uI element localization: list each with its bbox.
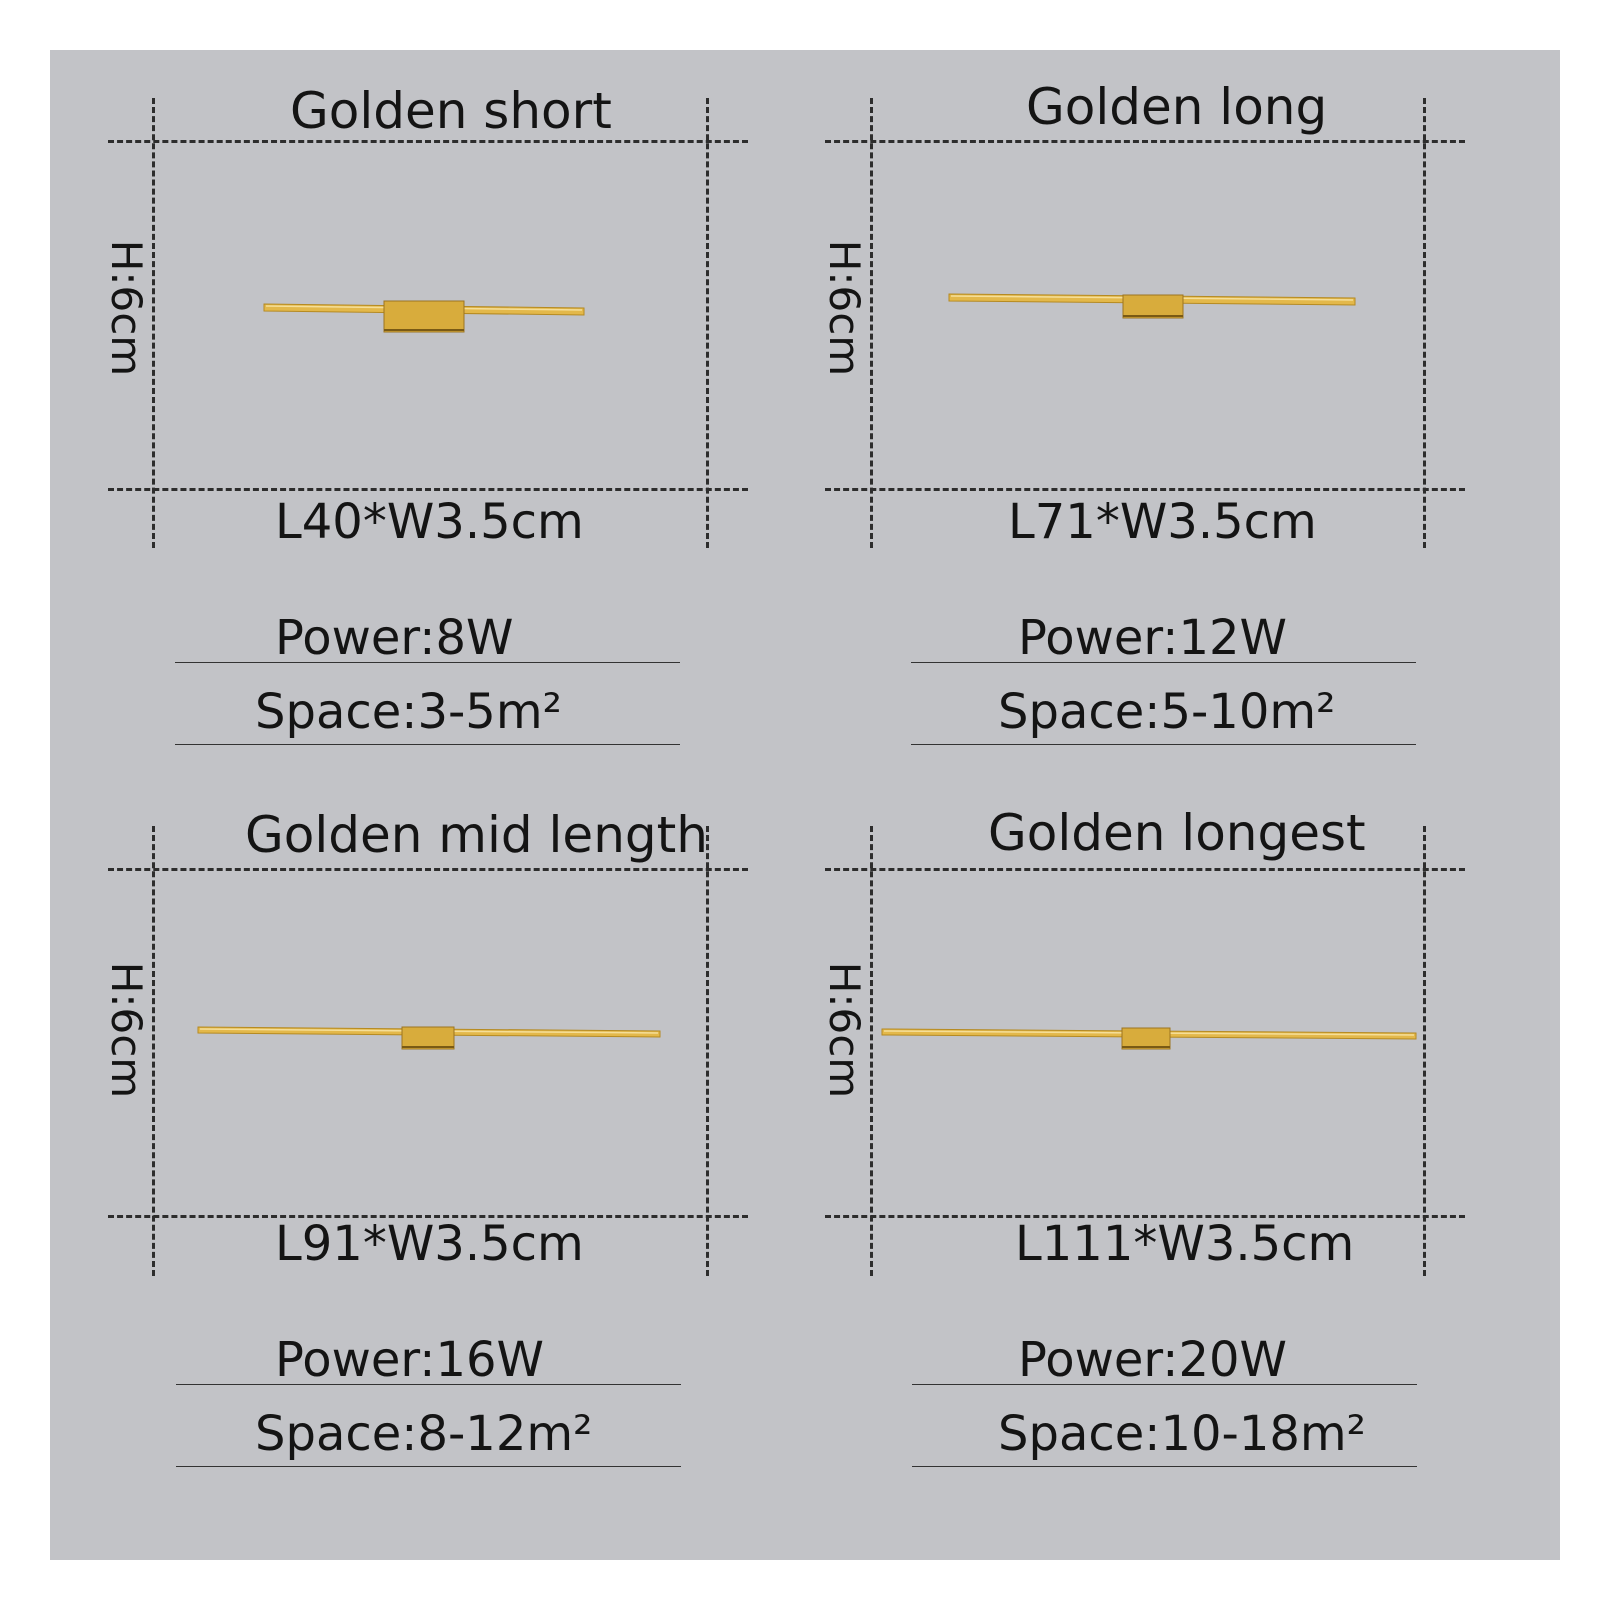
divider bbox=[912, 1384, 1417, 1385]
dimension-line-right bbox=[706, 98, 709, 548]
golden-wall-lamp-icon bbox=[263, 300, 585, 333]
spec-sheet-panel: Golden short H:6cm L40*W3.5cm Power:8W S… bbox=[50, 50, 1560, 1560]
golden-wall-lamp-icon bbox=[197, 1026, 661, 1050]
dimension-line-top bbox=[825, 140, 1465, 143]
space-label: Space:3-5m² bbox=[255, 684, 562, 740]
dimension-line-left bbox=[152, 98, 155, 548]
dimension-line-bottom bbox=[108, 1215, 748, 1218]
dimension-line-right bbox=[1423, 826, 1426, 1276]
divider bbox=[911, 744, 1416, 745]
dimensions-label: L111*W3.5cm bbox=[1015, 1216, 1355, 1272]
product-title: Golden mid length bbox=[245, 806, 708, 864]
dimension-line-left bbox=[152, 826, 155, 1276]
divider bbox=[176, 1384, 681, 1385]
dimensions-label: L40*W3.5cm bbox=[275, 494, 584, 550]
divider bbox=[912, 1466, 1417, 1467]
dimension-line-bottom bbox=[825, 1215, 1465, 1218]
dimension-line-bottom bbox=[825, 488, 1465, 491]
product-title: Golden longest bbox=[988, 804, 1366, 862]
dimension-line-left bbox=[870, 98, 873, 548]
dimension-line-right bbox=[706, 826, 709, 1276]
product-title: Golden long bbox=[1026, 78, 1328, 136]
power-label: Power:20W bbox=[1018, 1332, 1287, 1388]
dimension-line-top bbox=[108, 868, 748, 871]
space-label: Space:5-10m² bbox=[998, 684, 1336, 740]
height-label: H:6cm bbox=[820, 961, 869, 1099]
dimension-line-right bbox=[1423, 98, 1426, 548]
dimension-line-top bbox=[825, 868, 1465, 871]
power-label: Power:12W bbox=[1018, 610, 1287, 666]
dimension-line-top bbox=[108, 140, 748, 143]
divider bbox=[175, 662, 680, 663]
divider bbox=[911, 662, 1416, 663]
dimensions-label: L71*W3.5cm bbox=[1008, 494, 1317, 550]
space-label: Space:10-18m² bbox=[998, 1406, 1366, 1462]
golden-wall-lamp-icon bbox=[881, 1027, 1417, 1050]
height-label: H:6cm bbox=[820, 239, 869, 377]
height-label: H:6cm bbox=[102, 239, 151, 377]
power-label: Power:16W bbox=[275, 1332, 544, 1388]
space-label: Space:8-12m² bbox=[255, 1406, 593, 1462]
dimension-line-left bbox=[870, 826, 873, 1276]
divider bbox=[176, 1466, 681, 1467]
product-title: Golden short bbox=[290, 82, 612, 140]
dimension-line-bottom bbox=[108, 488, 748, 491]
divider bbox=[175, 744, 680, 745]
dimensions-label: L91*W3.5cm bbox=[275, 1216, 584, 1272]
height-label: H:6cm bbox=[102, 961, 151, 1099]
power-label: Power:8W bbox=[275, 610, 514, 666]
golden-wall-lamp-icon bbox=[948, 293, 1356, 319]
